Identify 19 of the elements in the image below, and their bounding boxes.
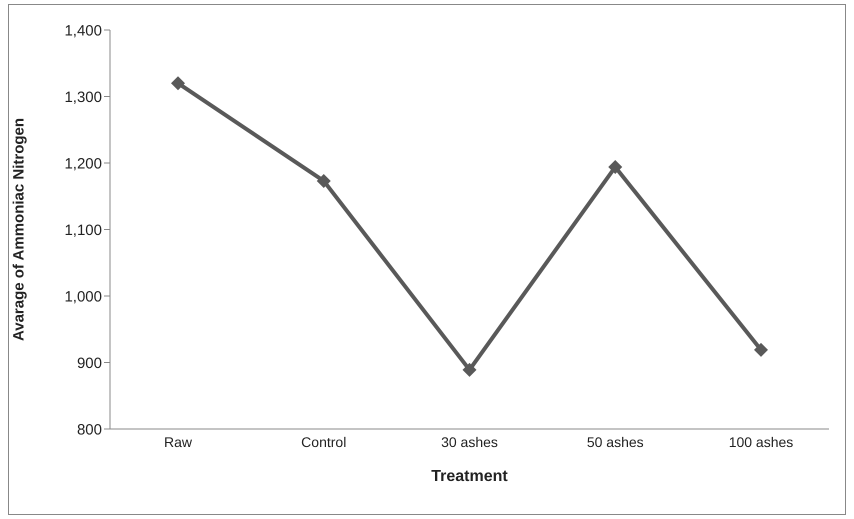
y-tick-label: 1,100: [64, 222, 102, 239]
point: [171, 76, 185, 90]
point: [462, 362, 476, 377]
x-tick-label: Control: [301, 434, 346, 450]
x-axis-title: Treatment: [431, 468, 508, 485]
point: [608, 160, 622, 174]
x-tick-label: 50 ashes: [586, 434, 644, 450]
point: [316, 174, 331, 188]
x-tick-label: 100 ashes: [728, 434, 794, 450]
y-tick-label: 800: [76, 421, 102, 438]
y-tick-label: 1,000: [64, 288, 102, 306]
point: [754, 342, 768, 357]
y-axis-title: Avarage of Ammoniac Nitrogen: [10, 118, 28, 342]
y-tick-label: 1,300: [64, 88, 102, 106]
y-tick-label: 900: [76, 354, 102, 372]
y-tick-label: 1,200: [64, 155, 102, 172]
y-tick-label: 1,400: [64, 22, 102, 40]
x-tick-label: Raw: [164, 434, 193, 450]
x-tick-label: 30 ashes: [441, 434, 498, 450]
